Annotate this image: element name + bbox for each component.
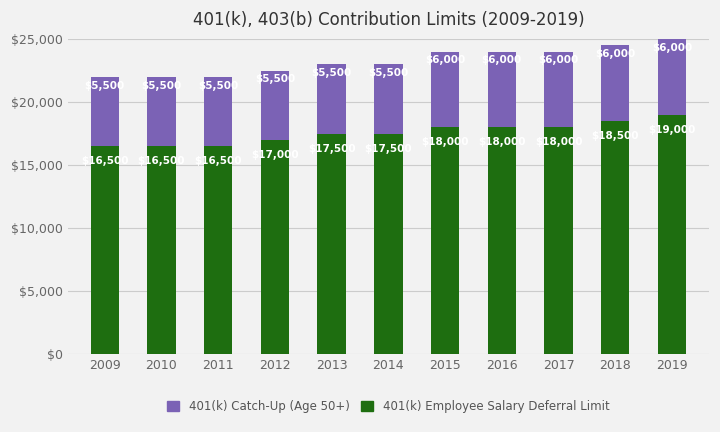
Bar xyxy=(431,51,459,127)
Bar xyxy=(544,127,572,354)
Text: $5,500: $5,500 xyxy=(84,81,125,91)
Bar xyxy=(204,77,233,146)
Text: $6,000: $6,000 xyxy=(595,49,636,59)
Bar xyxy=(318,133,346,354)
Bar xyxy=(487,51,516,127)
Bar xyxy=(431,127,459,354)
Bar xyxy=(658,39,686,114)
Text: $18,000: $18,000 xyxy=(535,137,582,147)
Bar xyxy=(487,127,516,354)
Text: $17,500: $17,500 xyxy=(308,144,356,154)
Text: $6,000: $6,000 xyxy=(652,43,692,53)
Text: $17,000: $17,000 xyxy=(251,150,299,160)
Bar xyxy=(601,121,629,354)
Text: $5,500: $5,500 xyxy=(141,81,181,91)
Title: 401(k), 403(b) Contribution Limits (2009-2019): 401(k), 403(b) Contribution Limits (2009… xyxy=(192,11,584,29)
Text: $18,000: $18,000 xyxy=(421,137,469,147)
Text: $5,500: $5,500 xyxy=(255,74,295,84)
Bar xyxy=(601,45,629,121)
Text: $6,000: $6,000 xyxy=(539,55,579,65)
Bar xyxy=(544,51,572,127)
Text: $16,500: $16,500 xyxy=(138,156,185,166)
Legend: 401(k) Catch-Up (Age 50+), 401(k) Employee Salary Deferral Limit: 401(k) Catch-Up (Age 50+), 401(k) Employ… xyxy=(163,395,614,418)
Bar xyxy=(261,70,289,140)
Text: $17,500: $17,500 xyxy=(364,144,412,154)
Text: $6,000: $6,000 xyxy=(425,55,465,65)
Bar xyxy=(91,146,119,354)
Text: $18,500: $18,500 xyxy=(592,131,639,141)
Bar xyxy=(374,64,402,133)
Bar xyxy=(318,64,346,133)
Bar xyxy=(374,133,402,354)
Text: $5,500: $5,500 xyxy=(198,81,238,91)
Text: $5,500: $5,500 xyxy=(312,68,352,78)
Text: $6,000: $6,000 xyxy=(482,55,522,65)
Bar xyxy=(204,146,233,354)
Text: $18,000: $18,000 xyxy=(478,137,526,147)
Text: $16,500: $16,500 xyxy=(194,156,242,166)
Text: $16,500: $16,500 xyxy=(81,156,128,166)
Bar xyxy=(261,140,289,354)
Bar xyxy=(148,77,176,146)
Bar xyxy=(658,114,686,354)
Bar xyxy=(91,77,119,146)
Text: $19,000: $19,000 xyxy=(648,125,696,135)
Text: $5,500: $5,500 xyxy=(368,68,408,78)
Bar xyxy=(148,146,176,354)
